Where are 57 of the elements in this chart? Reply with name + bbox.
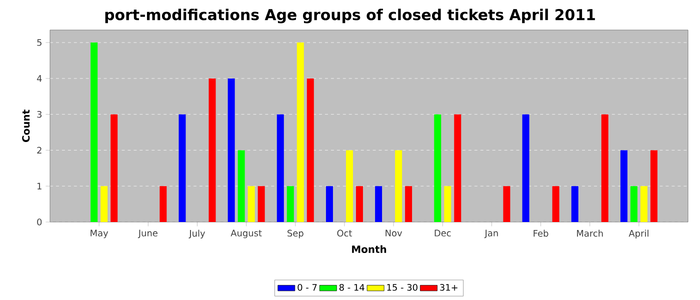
bar: [258, 186, 265, 222]
bar: [375, 186, 382, 222]
bar: [286, 186, 294, 222]
x-tick-label: May: [90, 230, 108, 238]
x-tick-label: Feb: [534, 230, 548, 237]
legend-label: 15 - 30: [387, 284, 418, 291]
y-tick-label: 0: [37, 218, 42, 226]
bar: [552, 186, 560, 222]
bar: [296, 42, 304, 222]
bar: [346, 150, 353, 222]
y-axis-title: Count: [22, 110, 30, 142]
bar: [110, 114, 118, 222]
x-tick-label: Oct: [337, 230, 352, 237]
bar: [454, 114, 462, 222]
y-tick-label: 4: [36, 75, 42, 82]
bar: [522, 114, 530, 222]
y-tick-label: 2: [37, 146, 42, 154]
y-tick-label: 1: [38, 182, 42, 190]
bar: [326, 186, 333, 222]
bar: [208, 78, 216, 222]
bar: [630, 186, 638, 222]
bar: [276, 114, 284, 222]
bar: [405, 186, 412, 222]
x-axis-title: Month: [352, 245, 386, 253]
bar: [228, 78, 235, 222]
x-tick-label: Dec: [434, 230, 451, 236]
bar: [444, 186, 452, 222]
bar: [306, 78, 314, 222]
bar: [395, 150, 402, 222]
legend-label: 31+: [440, 284, 458, 291]
x-tick-label: Sep: [288, 230, 304, 238]
bar: [90, 42, 98, 222]
x-tick-label: August: [230, 230, 262, 238]
bar: [601, 114, 608, 222]
x-tick-label: March: [577, 230, 603, 237]
x-tick-label: Nov: [386, 230, 402, 236]
x-tick-label: Jan: [484, 230, 498, 238]
y-tick-label: 3: [37, 110, 42, 118]
bar: [160, 186, 167, 222]
bar: [178, 114, 186, 222]
x-tick-label: April: [628, 230, 648, 238]
bar: [100, 186, 108, 222]
y-tick-label: 5: [37, 39, 42, 46]
bar: [640, 186, 648, 222]
x-tick-label: July: [188, 230, 206, 238]
bar: [571, 186, 578, 222]
chart-title: port-modifications Age groups of closed tickets April 2011: [105, 8, 595, 24]
legend-label: 8 - 14: [339, 284, 364, 291]
bar: [356, 186, 363, 222]
bar: [238, 150, 245, 222]
bar: [620, 150, 628, 222]
x-tick-label: June: [138, 230, 158, 238]
legend-label: 0 - 7: [298, 284, 317, 291]
bar: [434, 114, 442, 222]
bar: [650, 150, 658, 222]
bar: [503, 186, 510, 222]
bar: [248, 186, 255, 222]
